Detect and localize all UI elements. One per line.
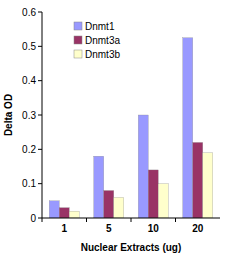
x-axis-title: Nuclear Extracts (ug) [81,242,182,253]
x-tick [175,218,176,222]
bars [49,38,213,218]
legend-swatch [74,22,82,30]
y-tick [38,218,42,219]
y-tick-label: 0.1 [22,178,36,189]
y-tick-label: 0 [30,213,36,224]
bar [138,115,148,218]
bar [183,38,193,218]
bar [158,184,168,218]
bar [193,142,203,218]
y-tick-label: 0.6 [22,7,36,18]
bar [104,191,114,218]
legend-label: Dnmt1 [85,21,115,32]
x-tick-label: 5 [106,223,112,234]
y-tick [38,80,42,81]
bar [59,208,69,218]
bar [114,197,124,218]
chart-container: 0 0.1 0.2 0.3 0.4 0.5 0.6 1 5 10 20 Nuclear Extract… [0,0,225,272]
y-tick-label: 0.4 [22,75,36,86]
chart: 0 0.1 0.2 0.3 0.4 0.5 0.6 1 5 10 20 Nuclear Extract… [0,0,225,272]
x-tick-label: 1 [61,223,67,234]
legend-label: Dnmt3b [85,49,120,60]
legend-label: Dnmt3a [85,35,120,46]
y-axis-title: Delta OD [3,94,14,136]
legend-swatch [74,36,82,44]
y-tick-label: 0.5 [22,41,36,52]
bar [69,211,79,218]
x-tick-label: 10 [148,223,160,234]
y-tick-label: 0.2 [22,144,36,155]
x-tick [131,218,132,222]
bar [148,170,158,218]
y-tick [38,183,42,184]
bar [203,153,213,218]
y-tick [38,46,42,47]
y-tick-label: 0.3 [22,110,36,121]
legend: Dnmt1 Dnmt3a Dnmt3b [74,21,120,60]
y-tick [38,12,42,13]
x-tick [42,218,43,222]
x-tick [86,218,87,222]
x-tick-label: 20 [192,223,204,234]
y-tick [38,115,42,116]
y-tick [38,149,42,150]
bar [49,201,59,218]
legend-swatch [74,50,82,58]
bar [94,156,104,218]
